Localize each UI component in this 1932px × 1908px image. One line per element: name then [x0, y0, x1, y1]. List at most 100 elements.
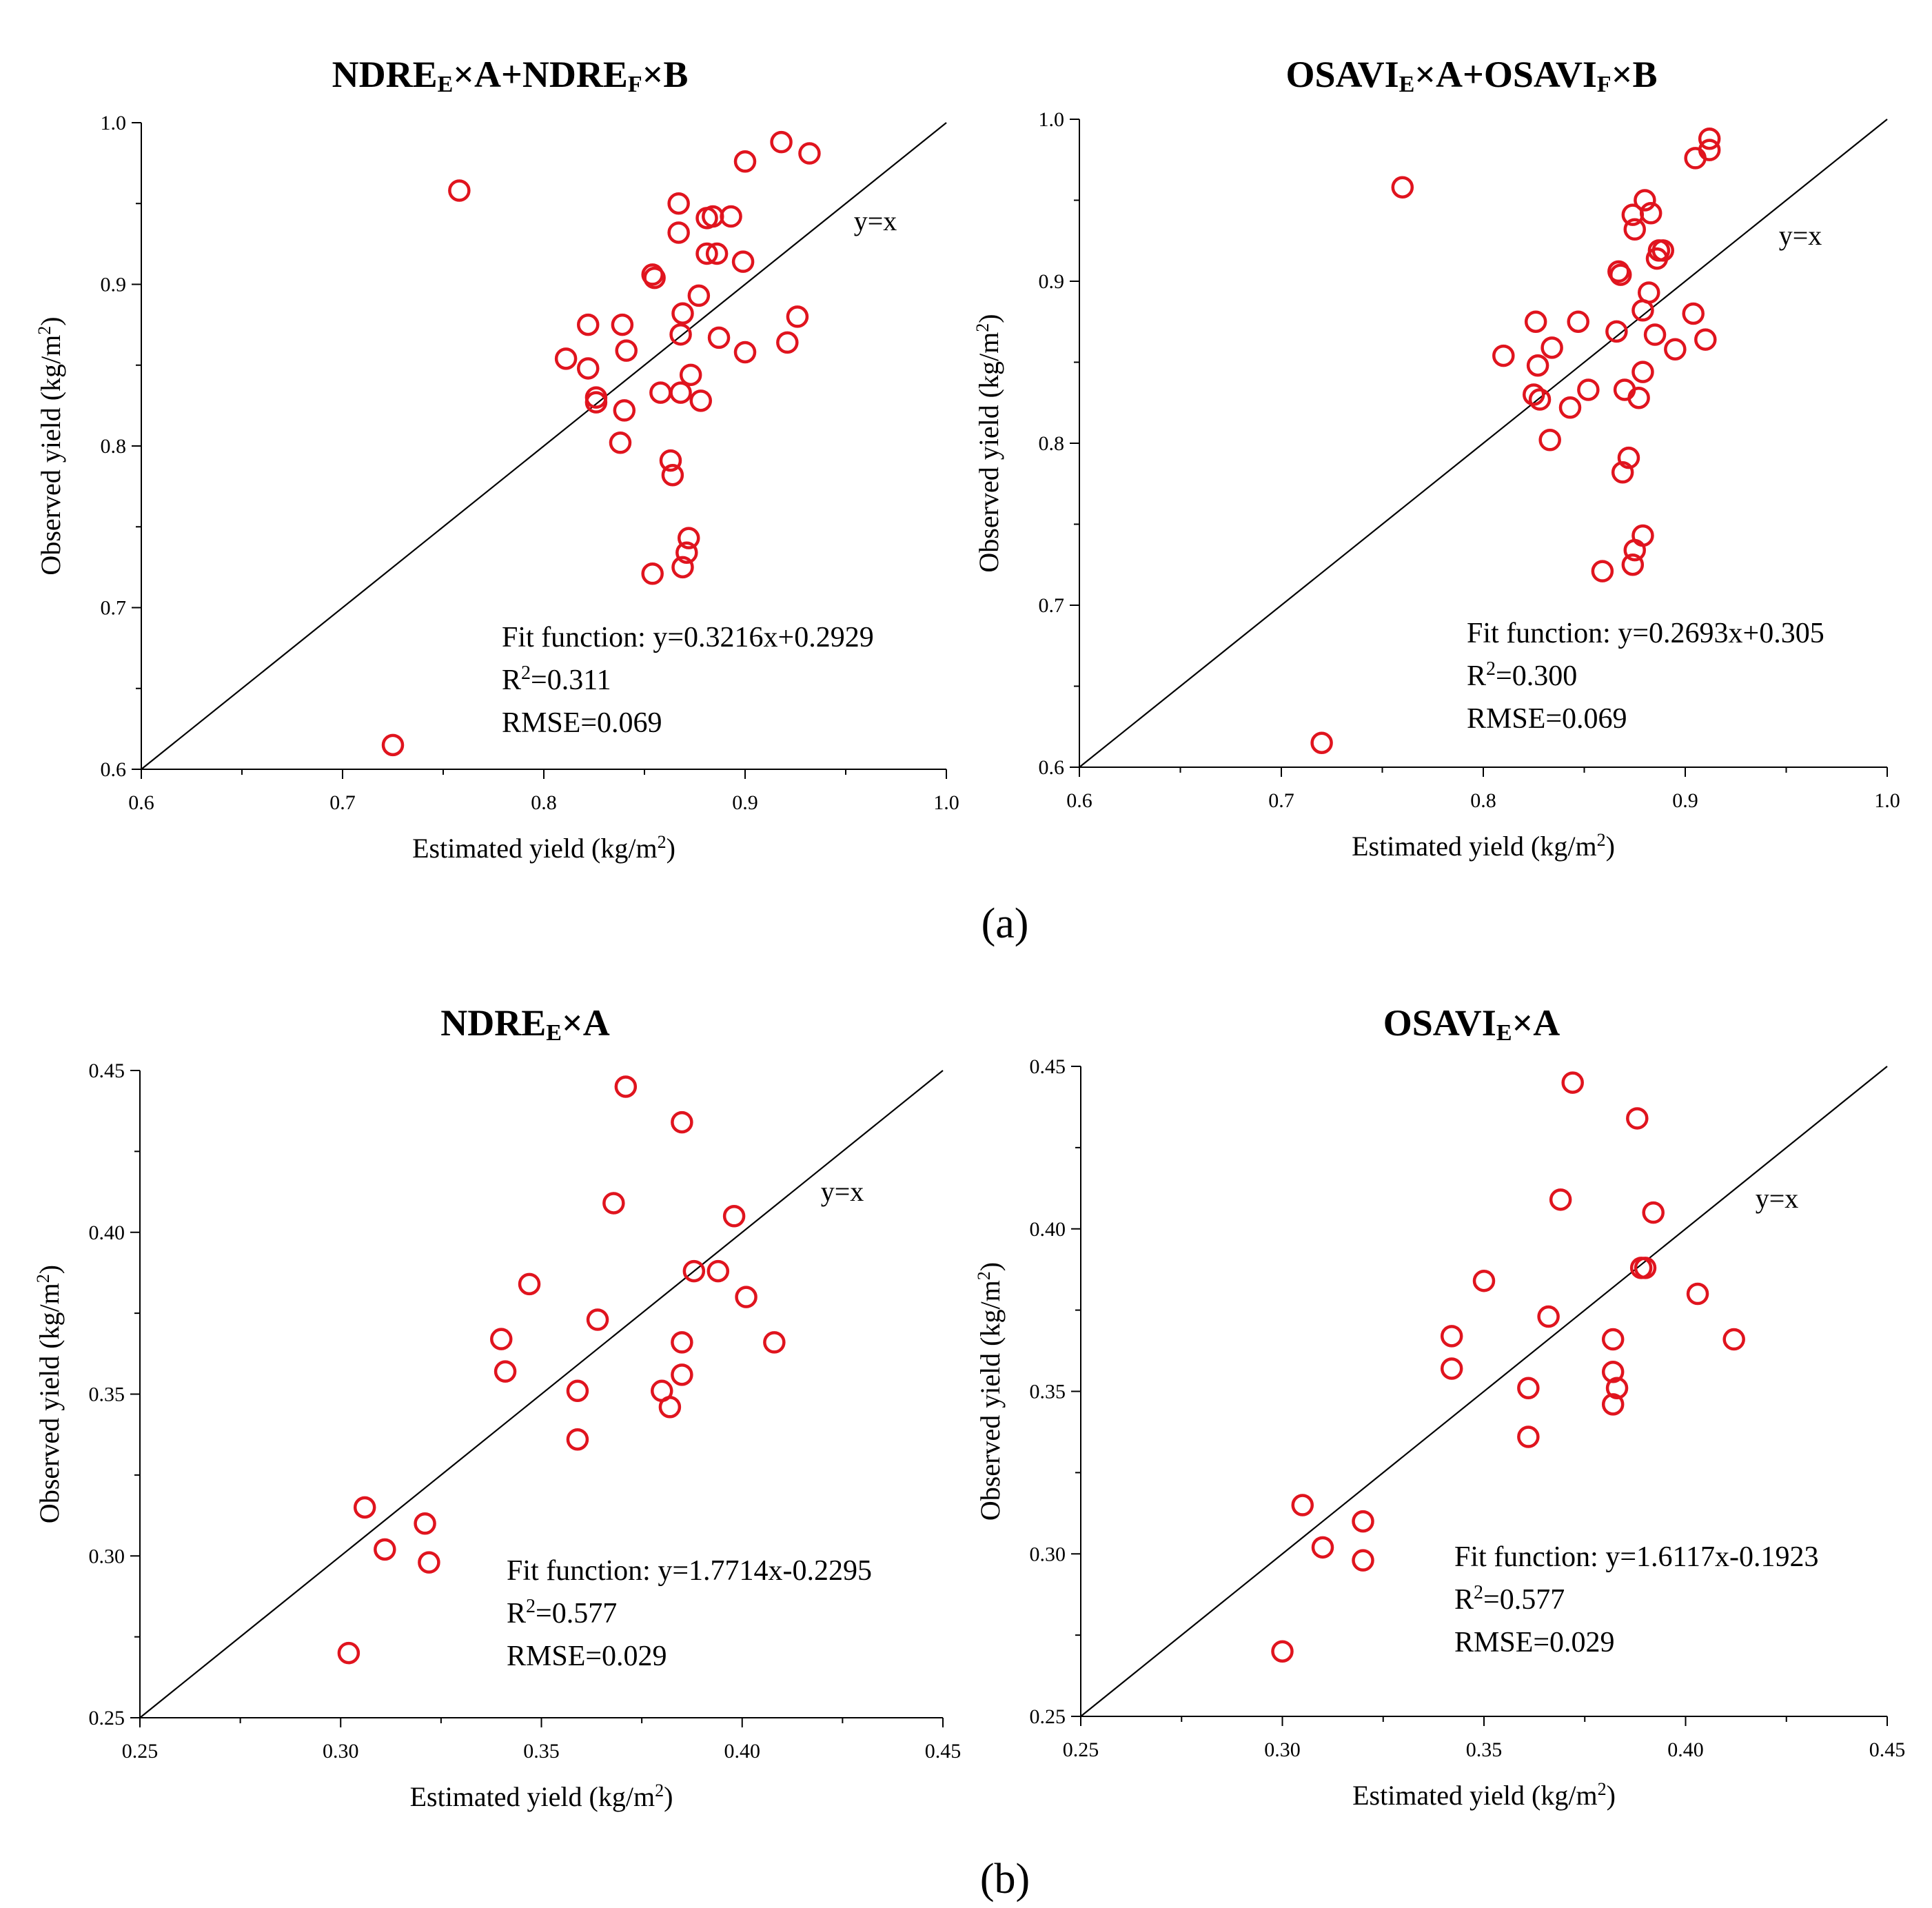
- x-axis-label: Estimated yield (kg/m2): [410, 1780, 673, 1813]
- data-point: [1634, 189, 1656, 212]
- data-point: [1577, 378, 1600, 401]
- reference-line-label: y=x: [854, 205, 897, 236]
- data-point: [566, 1428, 589, 1451]
- x-axis-label-superscript: 2: [658, 832, 667, 852]
- title-subscript-0: E: [546, 1020, 562, 1046]
- data-point: [671, 1110, 693, 1134]
- title-part-2: OSAVI: [1484, 54, 1597, 95]
- data-point: [1492, 344, 1515, 367]
- panel-caption-a: (a): [982, 900, 1029, 947]
- panel-caption-b: (b): [980, 1856, 1030, 1902]
- y-axis-label-close: ): [975, 1262, 1006, 1271]
- data-point: [735, 1286, 757, 1308]
- x-tick-label: 0.7: [1268, 789, 1294, 812]
- y-tick-label: 0.30: [1030, 1543, 1066, 1565]
- data-point: [1609, 263, 1632, 286]
- data-point: [1558, 396, 1582, 419]
- panel-a: NDREE×A+NDREF×B 0.6 0.6 0.7 0.7 0.8 0.8 0.9 0.9 1…: [0, 0, 1932, 951]
- data-point: [1561, 1071, 1584, 1094]
- y-tick-label: 0.40: [1030, 1218, 1066, 1241]
- title-part-0: OSAVI: [1383, 1002, 1496, 1044]
- data-point: [705, 242, 729, 265]
- y-axis-label-close: ): [973, 314, 1004, 323]
- x-tick-label: 0.30: [323, 1740, 359, 1763]
- data-point: [1605, 1377, 1629, 1400]
- x-tick-label: 0.25: [122, 1740, 159, 1763]
- data-point: [1642, 1201, 1665, 1224]
- x-axis-label-superscript: 2: [1598, 1779, 1607, 1799]
- x-tick-label: 0.35: [523, 1740, 560, 1763]
- data-point: [669, 323, 692, 346]
- x-axis-label: Estimated yield (kg/m2): [1352, 830, 1615, 862]
- x-tick-label: 0.30: [1264, 1738, 1301, 1761]
- chart-title: NDREE×A: [440, 1002, 609, 1046]
- data-point: [1694, 328, 1717, 351]
- data-point: [1634, 1257, 1657, 1279]
- data-point: [1682, 302, 1705, 325]
- data-point: [671, 1363, 693, 1386]
- data-point: [576, 313, 600, 336]
- y-tick-label: 0.30: [89, 1545, 125, 1567]
- data-point: [667, 221, 690, 244]
- data-point: [677, 527, 700, 549]
- y-axis-label-text: Observed yield (kg/m: [973, 332, 1004, 573]
- x-axis-label-close: ): [667, 833, 675, 864]
- reference-line-yx: [1079, 119, 1888, 768]
- data-point: [1605, 320, 1628, 343]
- x-tick-label: 1.0: [933, 791, 959, 814]
- data-point: [671, 556, 694, 579]
- data-point: [1631, 524, 1654, 547]
- data-point: [1722, 1328, 1745, 1351]
- data-point: [1623, 538, 1646, 562]
- x-axis-label-close: ): [1606, 831, 1615, 862]
- data-point: [613, 399, 636, 422]
- y-tick-label: 0.40: [89, 1221, 125, 1244]
- r-squared-symbol: R: [502, 664, 521, 696]
- rmse-text: RMSE=0.029: [507, 1641, 667, 1672]
- panel-b: NDREE×A 0.25 0.25 0.30 0.30 0.35 0.35 0.40 0.40 0…: [0, 951, 1932, 1908]
- data-point: [643, 266, 666, 290]
- r-squared-superscript: 2: [526, 1596, 536, 1617]
- y-tick-label: 0.8: [101, 435, 127, 458]
- x-tick-label: 0.40: [724, 1740, 761, 1763]
- y-tick-label: 0.7: [101, 597, 127, 620]
- y-tick-label: 0.25: [1030, 1705, 1066, 1728]
- title-part-1: ×A: [562, 1002, 610, 1044]
- data-point: [763, 1331, 786, 1354]
- data-point: [661, 463, 684, 487]
- y-axis-label-superscript: 2: [974, 1271, 994, 1280]
- x-axis-label-text: Estimated yield (kg/m: [1352, 831, 1597, 862]
- r-squared-symbol: R: [1467, 660, 1486, 692]
- y-tick-label: 0.9: [1039, 270, 1065, 293]
- data-point: [1601, 1393, 1625, 1416]
- chart-ndre-ef: NDREE×A+NDREF×B0.60.60.70.70.80.80.90.91…: [34, 54, 959, 864]
- data-point: [1352, 1549, 1374, 1572]
- data-point: [649, 381, 672, 404]
- panel-a-charts: NDREE×A+NDREF×B0.60.60.70.70.80.80.90.91…: [34, 54, 1900, 947]
- data-point: [1621, 554, 1645, 576]
- r-squared-superscript: 2: [1486, 658, 1496, 680]
- data-point: [1626, 1107, 1649, 1130]
- data-point: [1311, 1536, 1334, 1559]
- x-axis-label-superscript: 2: [1597, 830, 1606, 850]
- data-point: [1271, 1640, 1294, 1663]
- y-tick-label: 0.6: [101, 758, 127, 781]
- data-point: [687, 284, 711, 307]
- reference-line-yx: [139, 1070, 944, 1718]
- data-point: [414, 1512, 436, 1535]
- reference-line-label: y=x: [1779, 220, 1822, 251]
- data-point: [576, 357, 600, 380]
- y-axis-label: Observed yield (kg/m2): [34, 316, 67, 575]
- title-part-3: ×B: [642, 54, 689, 95]
- chart-title: OSAVIE×A: [1383, 1002, 1560, 1046]
- x-tick-label: 0.9: [1672, 789, 1698, 812]
- x-tick-label: 0.25: [1063, 1738, 1099, 1761]
- data-point: [641, 562, 664, 585]
- y-tick-label: 0.45: [1030, 1055, 1066, 1078]
- data-point: [1627, 386, 1650, 409]
- data-point: [706, 1259, 730, 1283]
- data-point: [786, 305, 809, 328]
- data-point: [586, 1308, 609, 1331]
- chart-osavi-ef: OSAVIE×A+OSAVIF×B0.60.60.70.70.80.80.90.…: [973, 54, 1900, 862]
- x-axis-label: Estimated yield (kg/m2): [412, 832, 675, 864]
